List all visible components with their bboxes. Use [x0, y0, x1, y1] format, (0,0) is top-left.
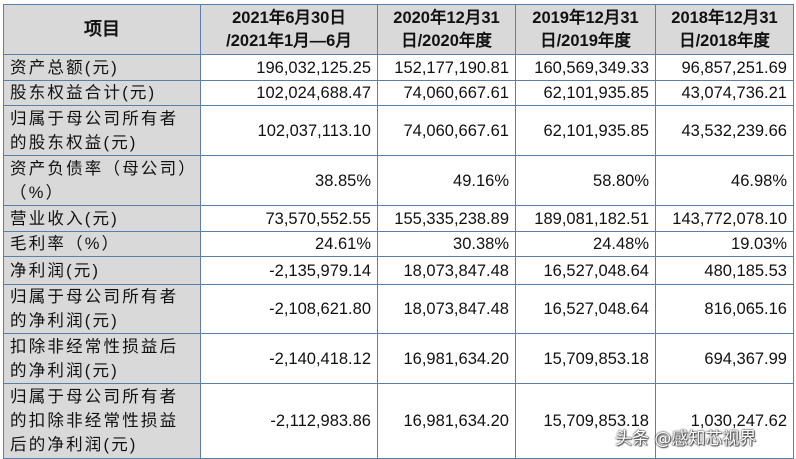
cell-value: 74,060,667.61: [377, 105, 516, 156]
row-label: 归属于母公司所有者的股东权益(元): [3, 105, 201, 156]
cell-value: 24.61%: [200, 231, 378, 257]
table-row: 毛利率（%） 24.61% 30.38% 24.48% 19.03%: [3, 231, 794, 257]
cell-value: 16,981,634.20: [377, 383, 516, 459]
cell-value: 46.98%: [655, 155, 794, 206]
row-label: 扣除非经常性损益后的净利润(元): [3, 333, 201, 384]
cell-value: 49.16%: [377, 155, 516, 206]
cell-value: 480,185.53: [655, 256, 794, 285]
cell-value: 62,101,935.85: [515, 105, 656, 156]
cell-value: 30.38%: [377, 231, 516, 257]
cell-value: 152,177,190.81: [377, 54, 516, 81]
cell-value: 196,032,125.25: [200, 54, 378, 81]
cell-value: 1,030,247.62: [655, 383, 794, 459]
cell-value: 160,569,349.33: [515, 54, 656, 81]
table-row: 营业收入(元) 73,570,552.55 155,335,238.89 189…: [3, 205, 794, 232]
cell-value: 694,367.99: [655, 333, 794, 384]
row-label: 净利润(元): [3, 256, 201, 285]
row-label: 毛利率（%）: [3, 231, 201, 257]
header-2020: 2020年12月31 日/2020年度: [377, 4, 516, 55]
cell-value: 15,709,853.18: [515, 383, 656, 459]
cell-value: -2,112,983.86: [200, 383, 378, 459]
cell-value: 18,073,847.48: [377, 284, 516, 334]
financial-summary-table: 项目 2021年6月30日/2021年1月—6月 2020年12月31 日/202…: [3, 4, 794, 459]
row-label: 归属于母公司所有者的扣除非经常性损益后的净利润(元): [3, 383, 201, 459]
header-line: /2021年1月—6月: [226, 31, 352, 50]
table-row: 资产负债率（母公司）（%） 38.85% 49.16% 58.80% 46.98…: [3, 155, 794, 206]
header-item: 项目: [3, 4, 201, 55]
cell-value: 816,065.16: [655, 284, 794, 334]
header-line: 日/2019年度: [540, 31, 631, 50]
cell-value: -2,135,979.14: [200, 256, 378, 285]
row-label: 营业收入(元): [3, 205, 201, 232]
cell-value: 74,060,667.61: [377, 80, 516, 106]
cell-value: 96,857,251.69: [655, 54, 794, 81]
cell-value: -2,140,418.12: [200, 333, 378, 384]
cell-value: 43,532,239.66: [655, 105, 794, 156]
table-row: 归属于母公司所有者的扣除非经常性损益后的净利润(元) -2,112,983.86…: [3, 383, 794, 459]
table-row: 净利润(元) -2,135,979.14 18,073,847.48 16,52…: [3, 256, 794, 285]
cell-value: -2,108,621.80: [200, 284, 378, 334]
cell-value: 19.03%: [655, 231, 794, 257]
cell-value: 143,772,078.10: [655, 205, 794, 232]
header-line: 日/2018年度: [679, 31, 770, 50]
watermark: 头条 @感知芯视界: [615, 429, 757, 449]
table-row: 资产总额(元) 196,032,125.25 152,177,190.81 16…: [3, 54, 794, 81]
cell-value: 73,570,552.55: [200, 205, 378, 232]
header-line: 2021年6月30日: [232, 8, 346, 27]
cell-value: 16,527,048.64: [515, 256, 656, 285]
table-row: 股东权益合计(元) 102,024,688.47 74,060,667.61 6…: [3, 80, 794, 106]
header-row: 项目 2021年6月30日/2021年1月—6月 2020年12月31 日/202…: [3, 4, 794, 55]
cell-value: 58.80%: [515, 155, 656, 206]
cell-value: 102,024,688.47: [200, 80, 378, 106]
header-2021h1: 2021年6月30日/2021年1月—6月: [200, 4, 378, 55]
header-line: 日/2020年度: [401, 31, 492, 50]
cell-value: 24.48%: [515, 231, 656, 257]
row-label: 归属于母公司所有者的净利润(元): [3, 284, 201, 334]
cell-value: 18,073,847.48: [377, 256, 516, 285]
table-row: 归属于母公司所有者的股东权益(元) 102,037,113.10 74,060,…: [3, 105, 794, 156]
row-label: 资产总额(元): [3, 54, 201, 81]
header-line: 2019年12月31: [532, 8, 639, 27]
cell-value: 43,074,736.21: [655, 80, 794, 106]
table-row: 扣除非经常性损益后的净利润(元) -2,140,418.12 16,981,63…: [3, 333, 794, 384]
cell-value: 155,335,238.89: [377, 205, 516, 232]
header-line: 2020年12月31: [393, 8, 500, 27]
header-line: 2018年12月31: [671, 8, 778, 27]
table-row: 归属于母公司所有者的净利润(元) -2,108,621.80 18,073,84…: [3, 284, 794, 334]
cell-value: 62,101,935.85: [515, 80, 656, 106]
cell-value: 16,527,048.64: [515, 284, 656, 334]
cell-value: 16,981,634.20: [377, 333, 516, 384]
row-label: 资产负债率（母公司）（%）: [3, 155, 201, 206]
header-2018: 2018年12月31 日/2018年度: [655, 4, 794, 55]
header-2019: 2019年12月31 日/2019年度: [515, 4, 656, 55]
row-label: 股东权益合计(元): [3, 80, 201, 106]
cell-value: 189,081,182.51: [515, 205, 656, 232]
cell-value: 15,709,853.18: [515, 333, 656, 384]
cell-value: 38.85%: [200, 155, 378, 206]
cell-value: 102,037,113.10: [200, 105, 378, 156]
